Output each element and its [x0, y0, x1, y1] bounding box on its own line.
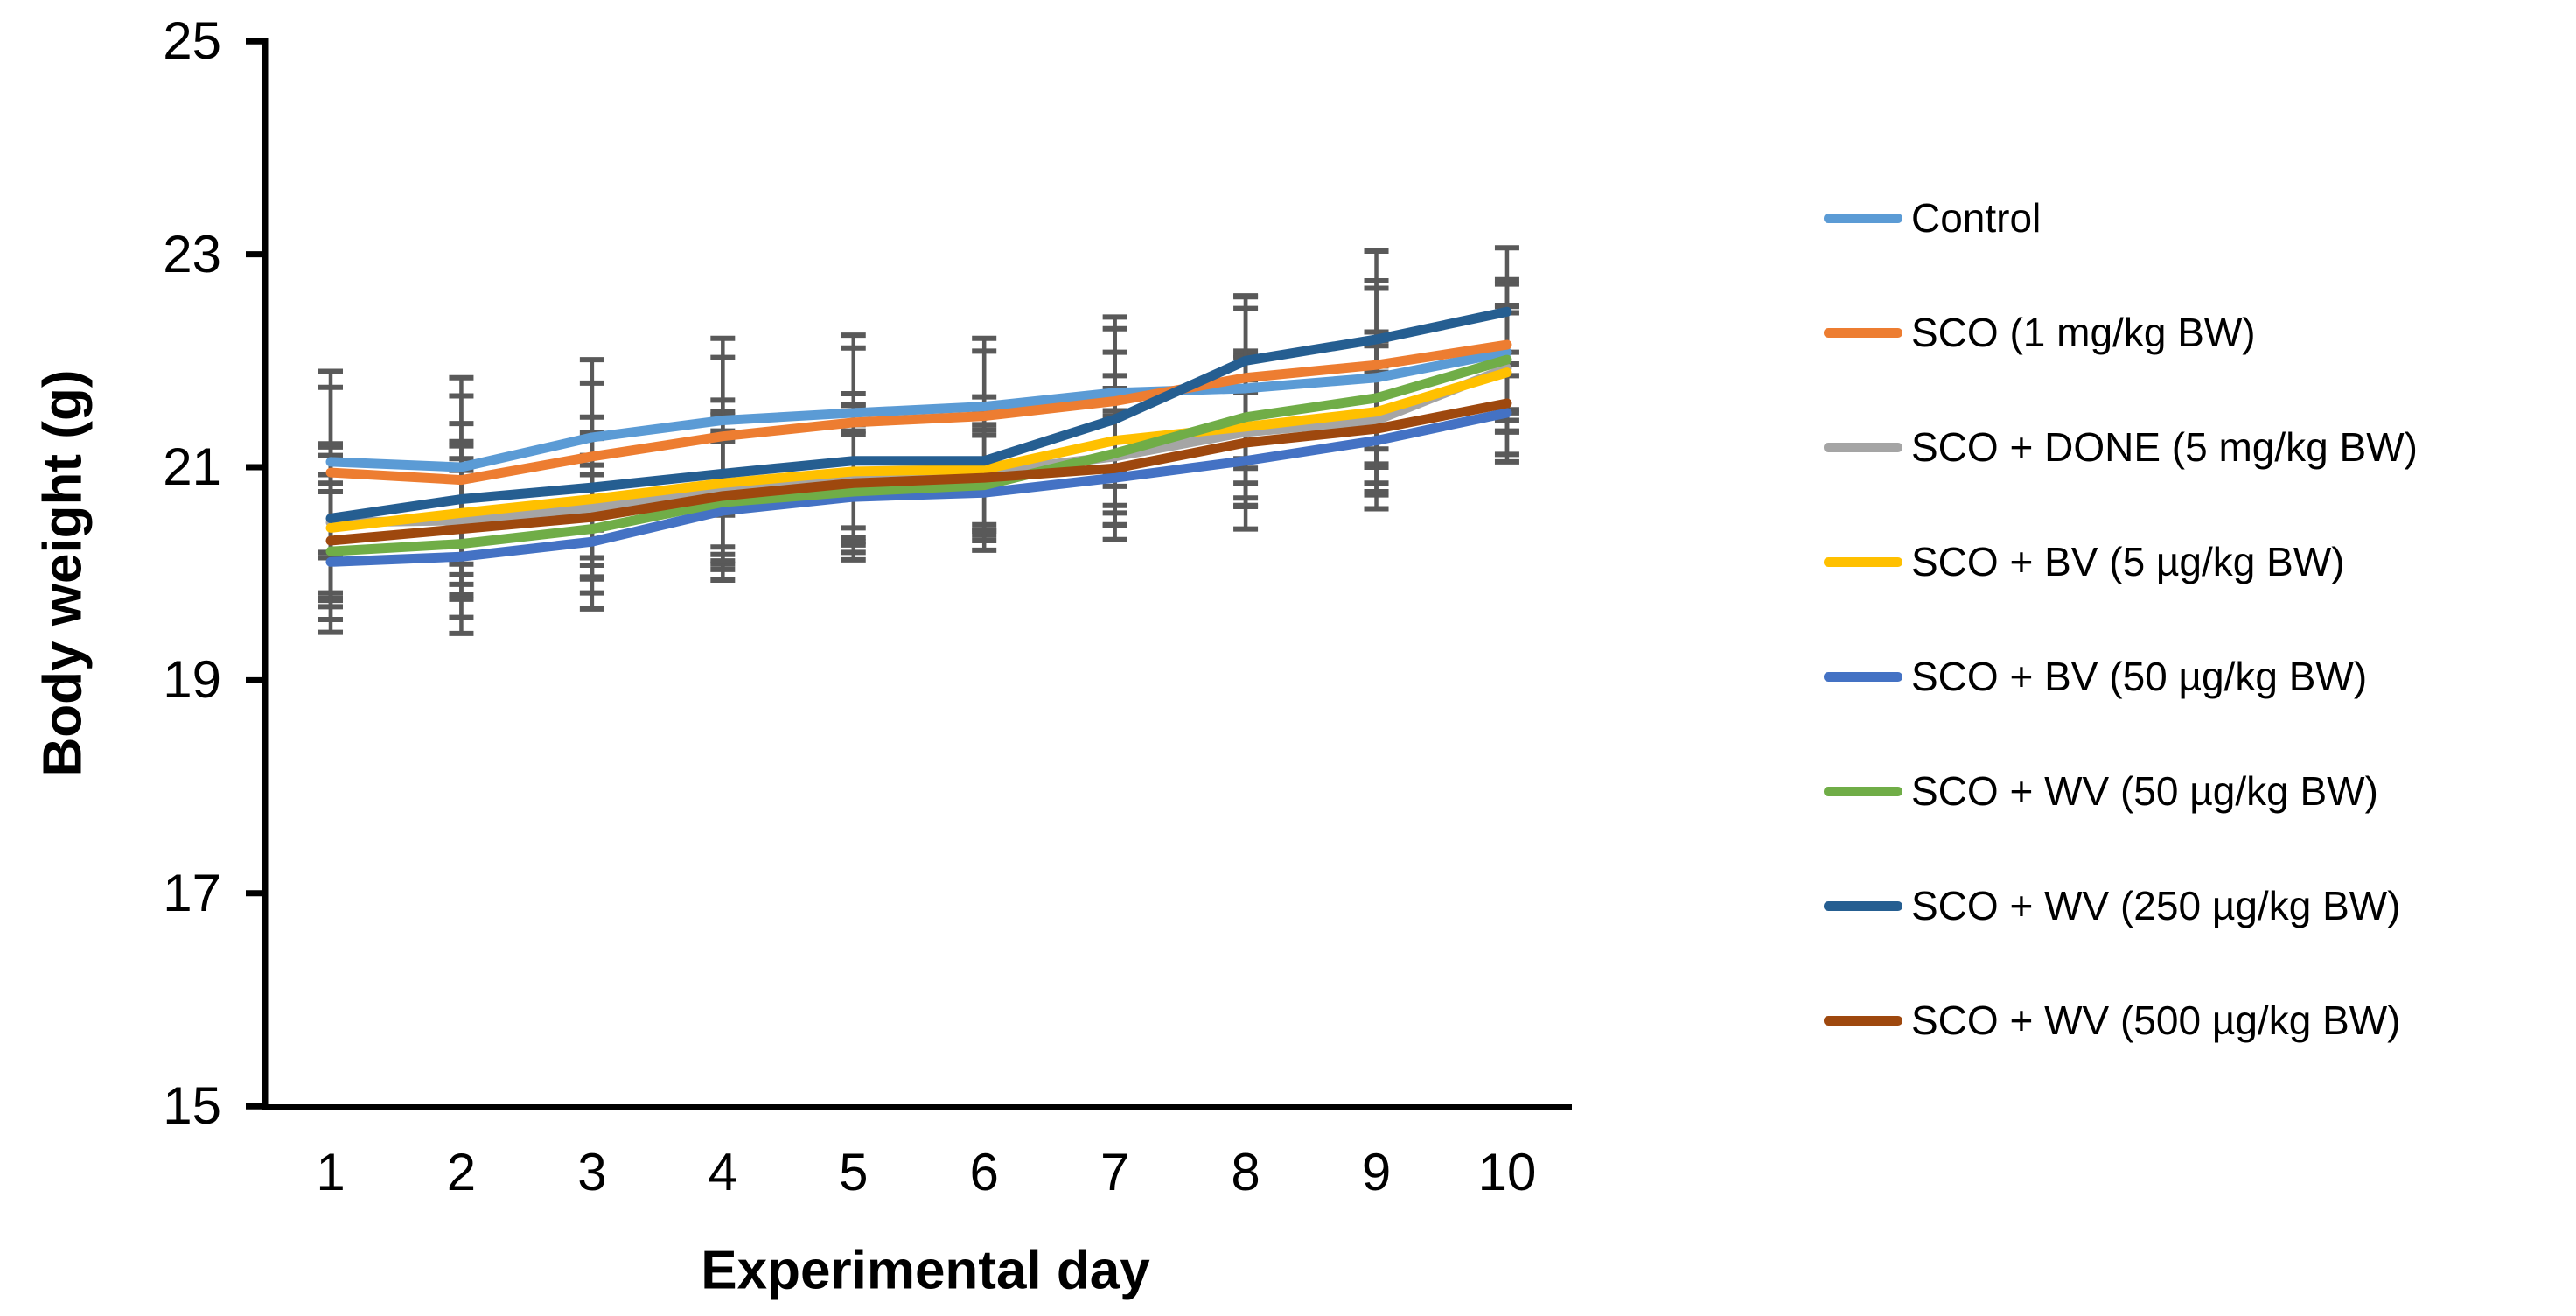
legend-item-SCO + BV (5 µg/kg BW): SCO + BV (5 µg/kg BW)	[1824, 536, 2345, 587]
legend-label: SCO + WV (250 µg/kg BW)	[1911, 883, 2401, 928]
series-line-SCO (1 mg/kg BW)	[325, 340, 1512, 486]
x-tick-label: 2	[446, 1143, 477, 1201]
legend-label: SCO + WV (500 µg/kg BW)	[1911, 998, 2401, 1043]
series-line-SCO + BV (50 µg/kg BW)	[325, 408, 1512, 567]
legend-item-SCO (1 mg/kg BW): SCO (1 mg/kg BW)	[1824, 307, 2256, 358]
legend-item-SCO + WV (500 µg/kg BW): SCO + WV (500 µg/kg BW)	[1824, 995, 2400, 1046]
legend-label: SCO + WV (50 µg/kg BW)	[1911, 768, 2378, 814]
series-line-SCO + WV (250 µg/kg BW)	[325, 306, 1512, 523]
legend-item-SCO + WV (250 µg/kg BW): SCO + WV (250 µg/kg BW)	[1824, 880, 2400, 931]
legend-item-SCO + DONE (5 mg/kg BW): SCO + DONE (5 mg/kg BW)	[1824, 422, 2418, 472]
legend-swatch	[1824, 213, 1902, 223]
x-tick-label: 6	[969, 1143, 999, 1201]
y-tick-label: 17	[163, 863, 221, 922]
series-line-Control	[325, 347, 1512, 472]
legend-swatch	[1824, 1015, 1902, 1026]
series-line-SCO + WV (500 µg/kg BW)	[325, 398, 1512, 546]
x-tick-label: 10	[1477, 1143, 1537, 1201]
y-tick-label: 21	[163, 438, 221, 496]
legend-swatch	[1824, 671, 1902, 682]
y-axis-title: Body weight (g)	[32, 369, 94, 777]
legend-swatch	[1824, 556, 1902, 567]
legend-label: Control	[1911, 195, 2042, 241]
x-tick-label: 4	[708, 1143, 737, 1201]
series-line-SCO + BV (5 µg/kg BW)	[325, 368, 1512, 533]
legend-label: SCO + BV (5 µg/kg BW)	[1911, 539, 2345, 584]
x-tick-label: 3	[577, 1143, 607, 1201]
x-tick-label: 1	[316, 1143, 346, 1201]
legend-item-SCO + WV (50 µg/kg BW): SCO + WV (50 µg/kg BW)	[1824, 766, 2378, 816]
legend-swatch	[1824, 900, 1902, 911]
y-tick-label: 15	[163, 1076, 221, 1136]
legend-swatch	[1824, 786, 1902, 796]
legend-label: SCO (1 mg/kg BW)	[1911, 310, 2256, 355]
x-tick-label: 7	[1100, 1143, 1130, 1201]
series-line-SCO + WV (50 µg/kg BW)	[325, 354, 1512, 556]
x-axis-title: Experimental day	[701, 1240, 1150, 1301]
x-tick-label: 8	[1231, 1143, 1260, 1201]
x-tick-label: 5	[839, 1143, 869, 1201]
y-tick-label: 19	[163, 650, 221, 710]
legend-swatch	[1824, 442, 1902, 452]
legend-item-SCO + BV (50 µg/kg BW): SCO + BV (50 µg/kg BW)	[1824, 651, 2367, 702]
x-tick-label: 9	[1361, 1143, 1392, 1201]
legend-swatch	[1824, 327, 1902, 338]
legend-label: SCO + DONE (5 mg/kg BW)	[1911, 424, 2418, 470]
y-tick-label: 23	[163, 224, 221, 284]
legend-label: SCO + BV (50 µg/kg BW)	[1911, 654, 2368, 699]
legend-item-Control: Control	[1824, 192, 2041, 243]
y-tick-label: 25	[163, 11, 221, 71]
